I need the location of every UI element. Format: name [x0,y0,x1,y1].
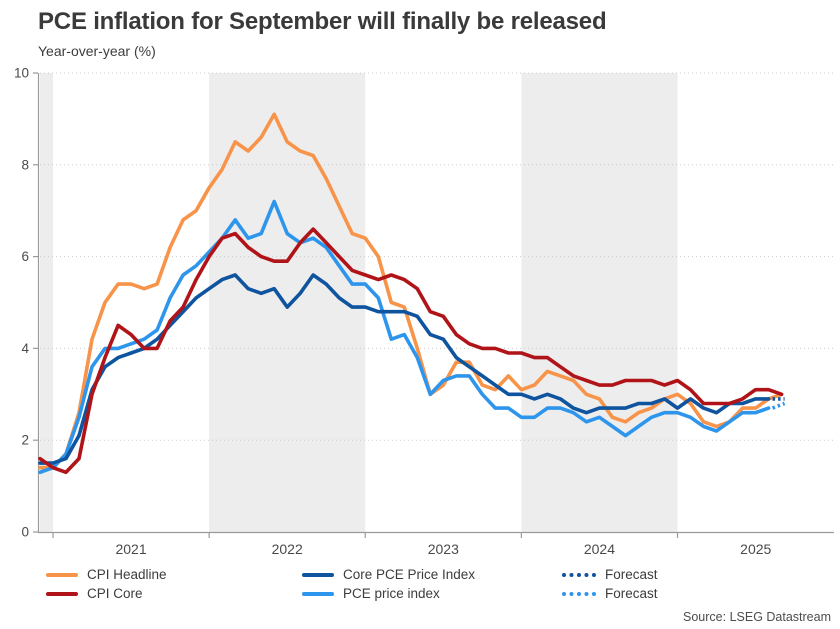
legend-item-cpi-headline: CPI Headline [46,567,167,583]
core-pce-swatch [302,573,334,577]
cpi-core-line [38,227,784,475]
legend-item-forecast-pce: Forecast [562,586,658,602]
forecast-core-pce-swatch [562,573,596,577]
pce-price-index-forecast-segment [771,401,786,410]
chart-subtitle: Year-over-year (%) [38,43,156,59]
y-tick-label: 4 [21,341,29,356]
pce-swatch [302,592,334,596]
y-tick-label: 10 [14,66,29,81]
y-tick-label: 8 [21,157,29,172]
year-shading-band [209,73,366,532]
legend-item-pce: PCE price index [302,586,440,602]
core-pce-price-index-line [38,273,771,465]
x-tick-label: 2025 [740,541,771,557]
pce-price-index-line [38,199,771,475]
legend-label: Forecast [605,586,658,601]
forecast-pce-swatch [562,592,596,596]
legend-item-cpi-core: CPI Core [46,586,143,602]
cpi-core-swatch [46,592,78,596]
x-tick-label: 2024 [584,541,615,557]
x-tick-label: 2022 [272,541,303,557]
source-attribution: Source: LSEG Datastream [683,610,831,624]
legend-item-forecast-core-pce: Forecast [562,567,658,583]
year-shading-band [40,73,54,532]
legend-label: Core PCE Price Index [343,567,476,582]
legend-label: CPI Core [87,586,143,601]
cpi-headline-line [38,112,784,470]
y-tick-label: 0 [21,525,29,540]
year-shading-band [521,73,678,532]
line-chart-plot: 0 2 4 6 8 10 2021 2022 2023 2024 2025 [14,66,834,557]
y-tick-label: 6 [21,249,29,264]
cpi-headline-swatch [46,573,78,577]
legend-item-core-pce: Core PCE Price Index [302,567,475,583]
x-tick-label: 2021 [115,541,146,557]
y-tick-label: 2 [21,433,29,448]
x-tick-label: 2023 [428,541,459,557]
legend-label: PCE price index [343,586,440,601]
legend-label: CPI Headline [87,567,167,582]
legend-label: Forecast [605,567,658,582]
chart-title: PCE inflation for September will finally… [38,8,607,35]
